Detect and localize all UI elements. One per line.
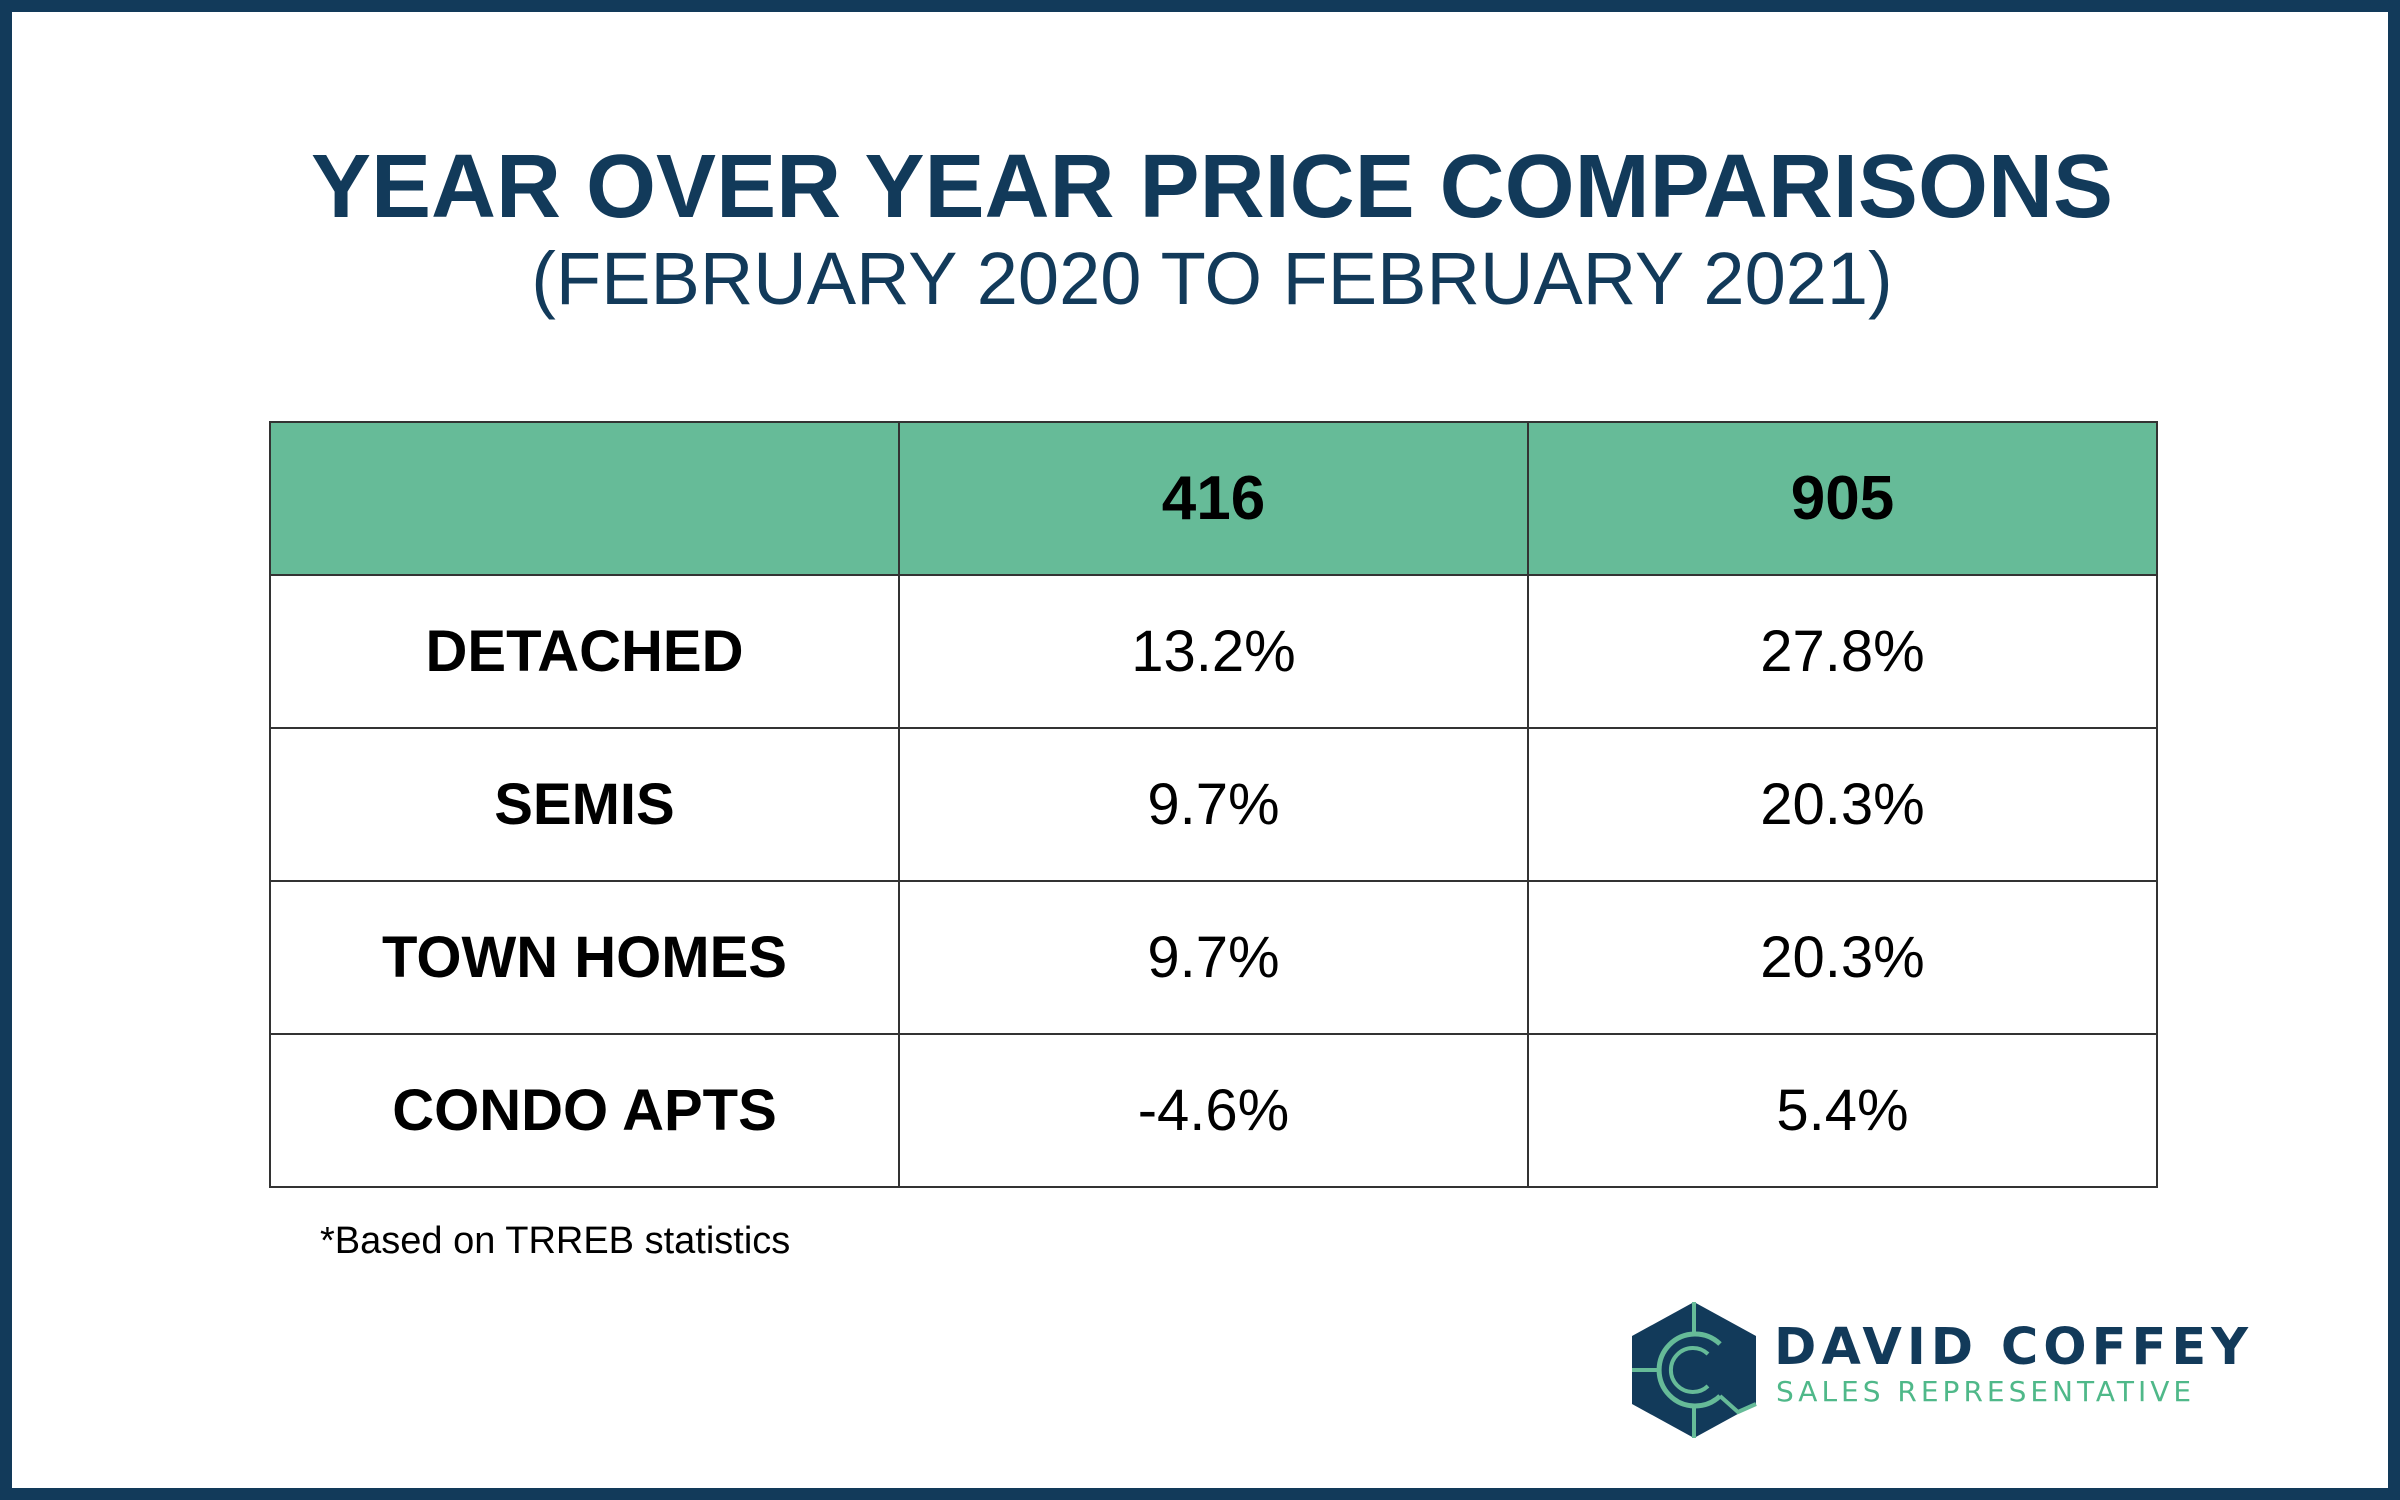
column-header-905: 905 [1527, 421, 2158, 576]
column-header-416: 416 [898, 421, 1529, 576]
table-cell: 9.7% [898, 880, 1529, 1035]
table-row: DETACHED 13.2% 27.8% [269, 574, 2158, 729]
table-cell: 13.2% [898, 574, 1529, 729]
source-footnote: *Based on TRREB statistics [320, 1220, 791, 1262]
table-cell: 5.4% [1527, 1033, 2158, 1188]
table-cell: 27.8% [1527, 574, 2158, 729]
table-cell: 20.3% [1527, 880, 2158, 1035]
row-label: TOWN HOMES [269, 880, 900, 1035]
table-header-row: 416 905 [269, 421, 2158, 576]
brand-role: SALES REPRESENTATIVE [1776, 1375, 2196, 1408]
table-row: SEMIS 9.7% 20.3% [269, 727, 2158, 882]
table-row: TOWN HOMES 9.7% 20.3% [269, 880, 2158, 1035]
row-label: DETACHED [269, 574, 900, 729]
row-label: SEMIS [269, 727, 900, 882]
row-label: CONDO APTS [269, 1033, 900, 1188]
column-header-empty [269, 421, 900, 576]
brand-name: DAVID COFFEY [1774, 1318, 2254, 1377]
table-row: CONDO APTS -4.6% 5.4% [269, 1033, 2158, 1188]
table-cell: 20.3% [1527, 727, 2158, 882]
table-cell: -4.6% [898, 1033, 1529, 1188]
price-comparison-table: 416 905 DETACHED 13.2% 27.8% SEMIS 9.7% … [269, 421, 2158, 1188]
hexagon-c-logo-icon [1632, 1302, 1757, 1438]
page-title: YEAR OVER YEAR PRICE COMPARISONS [311, 137, 2113, 237]
table-cell: 9.7% [898, 727, 1529, 882]
page-subtitle: (FEBRUARY 2020 TO FEBRUARY 2021) [531, 237, 1893, 320]
